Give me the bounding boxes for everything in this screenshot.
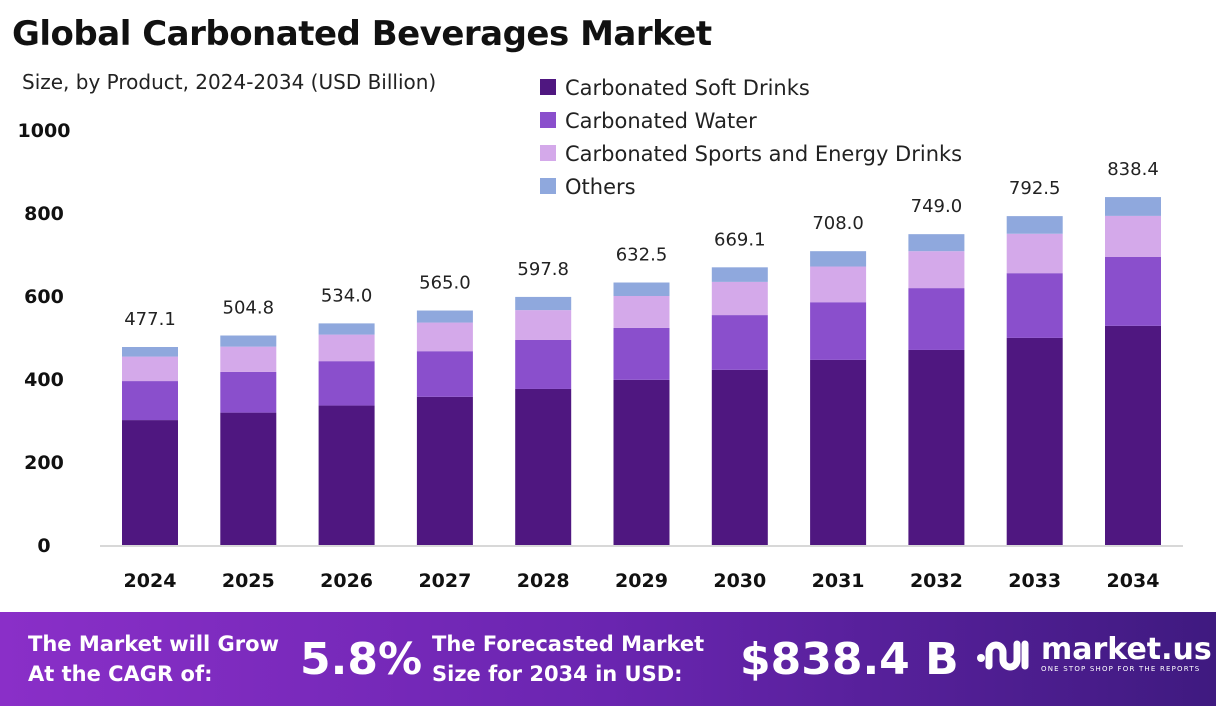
bar-segment-others xyxy=(711,267,768,282)
bar-segment-carbonated-sports-and-energy-drinks xyxy=(1006,233,1063,274)
bar-segment-carbonated-sports-and-energy-drinks xyxy=(1105,215,1161,257)
cagr-label: The Market will Grow At the CAGR of: xyxy=(28,629,279,689)
forecast-label-line2: Size for 2034 in USD: xyxy=(432,662,683,686)
total-data-label: 838.4 xyxy=(1107,159,1159,180)
bar-segment-others xyxy=(318,323,375,335)
cagr-label-line1: The Market will Grow xyxy=(28,632,279,656)
bar-segment-carbonated-water xyxy=(810,302,867,360)
bar-segment-carbonated-sports-and-energy-drinks xyxy=(122,356,178,382)
legend-swatch xyxy=(540,112,556,128)
market-us-logo-icon xyxy=(977,640,1029,671)
cagr-label-line2: At the CAGR of: xyxy=(28,662,213,686)
bar-segment-carbonated-water xyxy=(416,351,473,397)
chart-title: Global Carbonated Beverages Market xyxy=(12,14,712,54)
bar-segment-carbonated-water xyxy=(1105,256,1161,326)
brand-name: market.us xyxy=(1041,632,1212,667)
bar-segment-others xyxy=(416,310,473,323)
bar-segment-carbonated-sports-and-energy-drinks xyxy=(908,251,965,289)
legend-swatch xyxy=(540,79,556,95)
brand-logo: market.us ONE STOP SHOP FOR THE REPORTS xyxy=(975,634,1212,674)
total-data-label: 708.0 xyxy=(812,213,864,234)
bar-segment-carbonated-sports-and-energy-drinks xyxy=(515,310,572,340)
bar-segment-carbonated-soft-drinks xyxy=(613,379,670,545)
x-tick-label: 2025 xyxy=(222,570,275,592)
bar-segment-carbonated-sports-and-energy-drinks xyxy=(318,334,375,362)
bar-segment-carbonated-sports-and-energy-drinks xyxy=(613,296,670,328)
legend-swatch xyxy=(540,145,556,161)
bar-segment-carbonated-sports-and-energy-drinks xyxy=(810,266,867,303)
bar-segment-carbonated-soft-drinks xyxy=(515,388,572,545)
bar-segment-others xyxy=(810,251,867,267)
bar-segment-carbonated-water xyxy=(613,327,670,380)
x-tick-label: 2026 xyxy=(320,570,373,592)
x-tick-label: 2031 xyxy=(812,570,865,592)
legend-label: Carbonated Soft Drinks xyxy=(565,76,810,100)
forecast-value: $838.4 B xyxy=(740,634,959,685)
x-tick-label: 2029 xyxy=(615,570,668,592)
chart: 0 200 400 600 800 1000 477.1 2024 504.8 2025 534.0… xyxy=(18,76,1183,592)
y-tick-label: 200 xyxy=(24,452,64,474)
bar-segment-carbonated-soft-drinks xyxy=(908,349,965,545)
cagr-value: 5.8% xyxy=(300,634,423,685)
bar-segment-others xyxy=(908,234,965,252)
bar-segment-carbonated-water xyxy=(711,315,768,370)
legend-label: Others xyxy=(565,175,636,199)
total-data-label: 565.0 xyxy=(419,273,471,294)
bar-segment-carbonated-soft-drinks xyxy=(711,369,768,545)
bar-segment-carbonated-soft-drinks xyxy=(220,412,277,545)
bar-segment-carbonated-water xyxy=(318,361,375,406)
bar-segment-carbonated-soft-drinks xyxy=(318,405,375,545)
brand-tagline: ONE STOP SHOP FOR THE REPORTS xyxy=(1041,665,1201,673)
footer-banner: The Market will Grow At the CAGR of: 5.8%… xyxy=(0,612,1216,706)
bar-segment-others xyxy=(613,282,670,296)
y-tick-label: 800 xyxy=(24,203,64,225)
chart-subtitle: Size, by Product, 2024-2034 (USD Billion… xyxy=(22,70,437,94)
bar-segment-carbonated-water xyxy=(220,371,277,413)
total-data-label: 504.8 xyxy=(223,298,275,319)
legend-label: Carbonated Water xyxy=(565,109,757,133)
bar-segment-others xyxy=(515,296,572,311)
y-tick-label: 0 xyxy=(37,535,50,557)
x-tick-label: 2027 xyxy=(418,570,471,592)
bar-segment-carbonated-soft-drinks xyxy=(1105,325,1161,545)
bar-segment-carbonated-water xyxy=(515,339,572,389)
bar-segment-carbonated-water xyxy=(122,381,178,421)
total-data-label: 597.8 xyxy=(517,259,569,280)
forecast-label-line1: The Forecasted Market xyxy=(432,632,705,656)
x-tick-label: 2032 xyxy=(910,570,963,592)
y-tick-label: 600 xyxy=(24,286,64,308)
bar-segment-carbonated-soft-drinks xyxy=(810,359,867,545)
bar-segment-carbonated-soft-drinks xyxy=(1006,337,1063,545)
bar-segment-carbonated-sports-and-energy-drinks xyxy=(220,346,277,372)
bar-segment-carbonated-sports-and-energy-drinks xyxy=(711,281,768,316)
forecast-label: The Forecasted Market Size for 2034 in US… xyxy=(432,629,704,689)
total-data-label: 632.5 xyxy=(616,245,668,266)
bar-segment-carbonated-water xyxy=(908,288,965,350)
total-data-label: 534.0 xyxy=(321,285,373,306)
x-tick-label: 2033 xyxy=(1008,570,1061,592)
total-data-label: 792.5 xyxy=(1009,178,1061,199)
bar-segment-others xyxy=(122,347,178,357)
legend-label: Carbonated Sports and Energy Drinks xyxy=(565,142,962,166)
x-tick-label: 2024 xyxy=(124,570,177,592)
bar-segment-carbonated-sports-and-energy-drinks xyxy=(416,322,473,352)
x-tick-label: 2028 xyxy=(517,570,570,592)
x-tick-label: 2030 xyxy=(713,570,766,592)
bar-segment-carbonated-soft-drinks xyxy=(416,396,473,545)
bar-segment-others xyxy=(220,335,277,347)
bar-segment-others xyxy=(1105,197,1161,216)
total-data-label: 669.1 xyxy=(714,229,766,250)
legend-swatch xyxy=(540,178,556,194)
y-tick-label: 400 xyxy=(24,369,64,391)
bar-segment-carbonated-soft-drinks xyxy=(122,420,178,545)
total-data-label: 749.0 xyxy=(911,196,963,217)
total-data-label: 477.1 xyxy=(124,309,176,330)
bar-segment-others xyxy=(1006,216,1063,234)
bar-segment-carbonated-water xyxy=(1006,273,1063,338)
x-tick-label: 2034 xyxy=(1107,570,1160,592)
y-tick-label: 1000 xyxy=(18,120,71,142)
